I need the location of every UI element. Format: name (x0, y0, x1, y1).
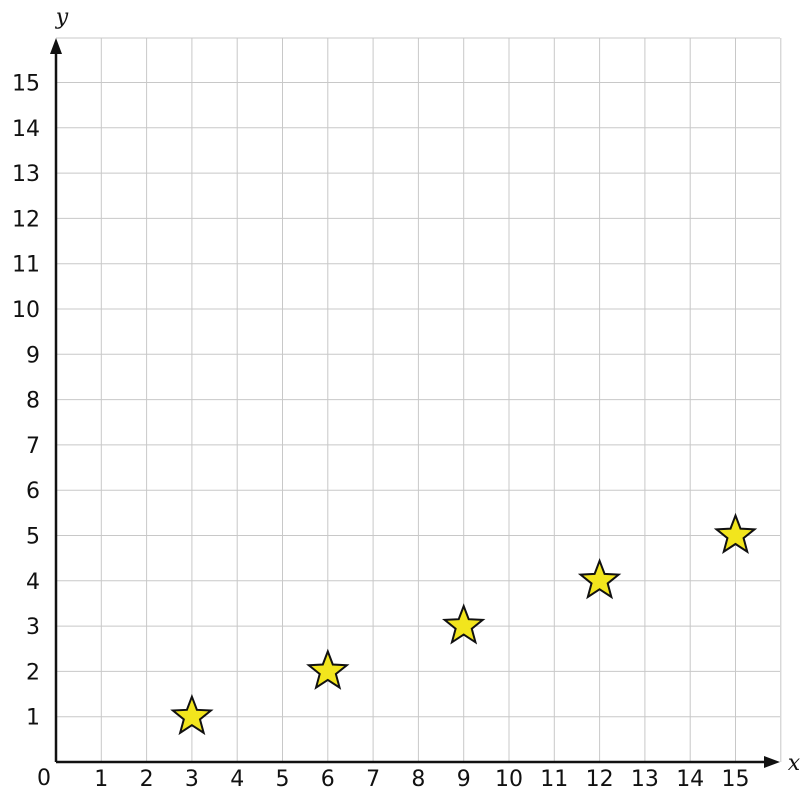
y-tick-label: 13 (12, 162, 40, 187)
x-tick-label: 8 (411, 767, 425, 792)
x-tick-label: 1 (94, 767, 108, 792)
y-axis-arrow (50, 38, 62, 54)
y-tick-label: 3 (26, 615, 40, 640)
star-point (170, 693, 214, 736)
x-tick-label: 10 (495, 767, 523, 792)
x-tick-label: 11 (540, 767, 568, 792)
y-tick-label: 2 (26, 660, 40, 685)
y-tick-label: 14 (12, 117, 40, 142)
x-tick-label: 9 (457, 767, 471, 792)
x-tick-labels: 1 2 3 4 5 6 7 8 9 10 11 12 13 14 15 (94, 767, 749, 792)
y-tick-label: 10 (12, 298, 40, 323)
y-tick-label: 15 (12, 72, 40, 97)
y-tick-label: 4 (26, 570, 40, 595)
star-point (442, 603, 486, 645)
y-axis-label: y (55, 5, 69, 30)
x-tick-label: 2 (140, 767, 154, 792)
x-tick-label: 15 (722, 767, 750, 792)
y-tick-label: 12 (12, 207, 40, 232)
x-tick-label: 6 (321, 767, 335, 792)
y-tick-label: 6 (26, 479, 40, 504)
star-point (577, 557, 622, 600)
y-tick-label: 1 (26, 706, 40, 731)
x-tick-label: 14 (676, 767, 704, 792)
y-tick-label: 5 (26, 525, 40, 550)
star-point (713, 512, 758, 554)
y-tick-label: 7 (26, 434, 40, 459)
origin-label: 0 (37, 766, 51, 791)
x-axis-label: x (788, 751, 801, 776)
x-tick-label: 4 (230, 767, 244, 792)
x-tick-label: 13 (631, 767, 659, 792)
star-point (306, 648, 350, 690)
y-tick-label: 8 (26, 389, 40, 414)
grid (56, 37, 782, 762)
x-tick-label: 5 (276, 767, 290, 792)
data-points (170, 512, 758, 736)
x-tick-label: 12 (586, 767, 614, 792)
y-tick-label: 9 (26, 343, 40, 368)
x-tick-label: 3 (185, 767, 199, 792)
x-axis-arrow (764, 756, 780, 768)
x-tick-label: 7 (366, 767, 380, 792)
y-tick-label: 11 (12, 253, 40, 278)
axes (50, 38, 780, 768)
